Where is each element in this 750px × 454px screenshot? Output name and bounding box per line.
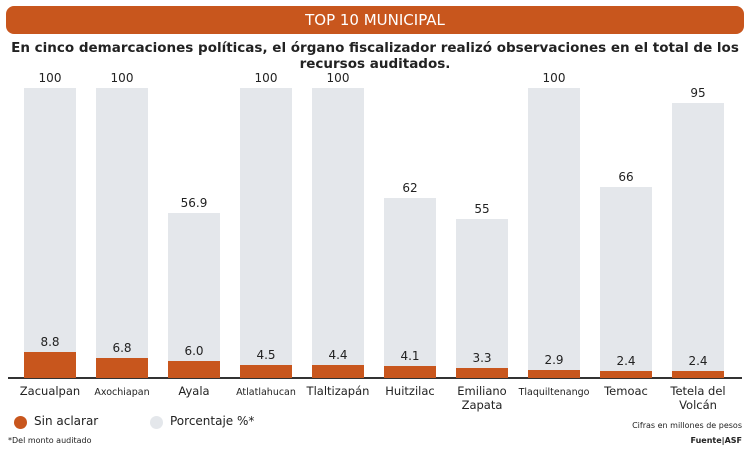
bar	[456, 368, 508, 378]
footnote: *Del monto auditado	[8, 436, 92, 445]
value-label: 66	[618, 169, 634, 184]
value-label: 4.5	[256, 347, 276, 362]
bar	[312, 88, 364, 378]
value-label: 56.9	[180, 195, 208, 210]
x-tick-label: Tlaquiltenango	[518, 387, 590, 398]
bar	[672, 102, 724, 378]
value-label: 100	[38, 71, 62, 85]
bar	[600, 371, 652, 378]
chart-title: TOP 10 MUNICIPAL	[6, 6, 744, 34]
bar	[672, 371, 724, 378]
baseline	[8, 377, 742, 379]
bar	[456, 218, 508, 378]
x-tick-label: Ayala	[178, 384, 210, 398]
value-label: 3.3	[472, 351, 492, 366]
bar	[528, 369, 580, 378]
value-label: 6.0	[184, 343, 204, 358]
value-label: 95	[690, 85, 706, 100]
x-tick-label: Emiliano Zapata	[457, 384, 507, 412]
chart-subtitle: En cinco demarcaciones políticas, el órg…	[11, 40, 739, 72]
source: Fuente|ASF	[690, 436, 742, 445]
x-tick-label: Tetela del Volcán	[670, 384, 726, 412]
value-label: 2.4	[616, 354, 636, 369]
legend-marker	[14, 416, 27, 429]
value-label: 62	[402, 181, 418, 196]
value-label: 6.8	[112, 341, 132, 356]
value-label: 100	[326, 71, 350, 85]
legend-label: Porcentaje %*	[170, 414, 255, 428]
value-label: 100	[542, 71, 566, 85]
legend-marker	[150, 416, 163, 429]
value-label: 2.9	[544, 352, 564, 367]
x-tick-label: Tlaltizapán	[306, 384, 370, 398]
x-tick-label: Axochiapan	[94, 387, 150, 398]
bar	[600, 186, 652, 378]
bar	[384, 366, 436, 378]
bar	[240, 364, 292, 378]
bar	[24, 352, 76, 378]
bar	[96, 88, 148, 378]
bar	[24, 88, 76, 378]
bar	[528, 88, 580, 378]
units-note: Cifras en millones de pesos	[632, 421, 742, 430]
value-label: 4.1	[400, 349, 420, 364]
value-label: 100	[254, 71, 278, 85]
x-tick-label: Huitzilac	[385, 384, 435, 398]
value-label: 100	[110, 71, 134, 85]
value-label: 2.4	[688, 354, 708, 369]
value-label: 8.8	[40, 335, 60, 350]
bar	[168, 360, 220, 378]
x-tick-label: Temoac	[604, 384, 648, 398]
value-label: 4.4	[328, 348, 348, 363]
value-label: 55	[474, 201, 490, 216]
bar	[168, 212, 220, 378]
bar	[312, 365, 364, 378]
legend-label: Sin aclarar	[34, 414, 99, 428]
x-tick-label: Zacualpan	[19, 384, 81, 398]
bar	[384, 198, 436, 378]
x-tick-label: Atlatlahucan	[236, 387, 296, 398]
bar	[96, 358, 148, 378]
bar	[240, 88, 292, 378]
